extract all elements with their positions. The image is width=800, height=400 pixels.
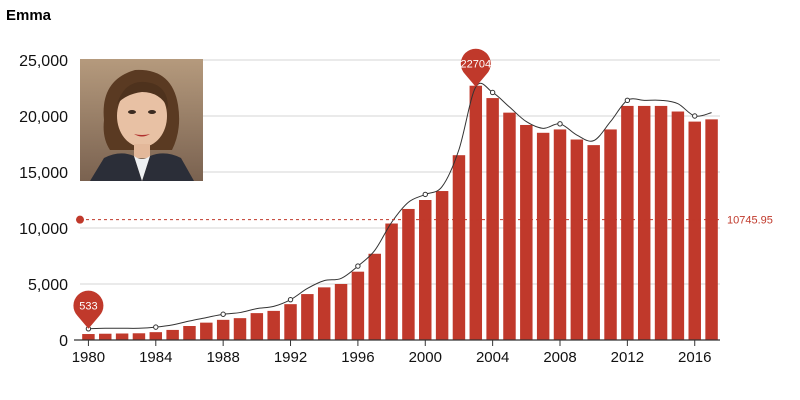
bar [267,310,280,340]
average-start-dot [76,215,84,224]
chart-title: Emma [6,7,52,24]
x-axis-ticks: 1980 1984 1988 1992 1996 2000 2004 2008 2012 2016 [72,340,711,366]
line-point [220,311,226,317]
bar [637,105,651,340]
bar [216,319,230,340]
bar [82,334,95,340]
bar [604,129,617,340]
bar [99,333,112,340]
bar [115,333,129,340]
bar [435,191,449,340]
y-tick-label: 25,000 [19,53,68,70]
min-marker-label: 533 [79,301,97,313]
x-tick-label: 2004 [476,349,509,366]
x-tick-label: 1996 [341,349,374,366]
bar [570,139,584,340]
bar [705,119,718,340]
bar [334,284,348,340]
bar [419,200,432,340]
bar [385,223,398,340]
max-marker-label: 22704 [460,59,491,71]
bar [587,145,600,340]
bar [671,111,685,341]
line-point [489,89,496,96]
bar [183,326,196,340]
bar [132,333,146,340]
bar [688,121,701,340]
line-series [85,82,712,332]
bar [621,105,634,340]
bar [553,129,567,340]
bar [284,304,297,340]
y-tick-label: 20,000 [19,109,68,126]
y-tick-label: 5,000 [28,277,68,294]
line-point [153,324,159,330]
bar-series [82,85,718,341]
x-tick-label: 1984 [139,349,172,366]
line-point [422,191,428,198]
bar [654,105,668,340]
y-tick-label: 15,000 [19,165,68,182]
bar [317,287,331,340]
x-tick-label: 2012 [611,349,644,366]
x-tick-label: 1980 [72,349,105,366]
bar [368,253,381,340]
y-tick-label: 0 [59,333,68,350]
bar [486,98,499,340]
bar [301,294,314,340]
x-tick-label: 1988 [206,349,239,366]
min-marker-pin: 533 [73,290,104,329]
bar [250,313,264,340]
bar [452,155,466,340]
bar [503,112,516,340]
watermark: 头条 @DT财经 [650,371,750,389]
portrait-photo [80,59,203,181]
average-label: 10745.95 [727,215,773,227]
average-line [76,215,720,224]
bar [536,132,550,340]
bar [402,208,415,340]
x-tick-label: 2000 [409,349,442,366]
line-point [624,97,631,104]
x-tick-label: 2008 [543,349,576,366]
bar [520,124,533,341]
bar [233,318,247,340]
x-tick-label: 2016 [678,349,711,366]
line-point [355,263,361,269]
max-marker-pin: 22704 [460,48,491,87]
line-point [692,113,698,119]
line-path [88,82,712,330]
y-axis-ticks: 0 5,000 10,000 15,000 20,000 25,000 [19,53,68,350]
bar [166,329,179,340]
bar [149,332,163,340]
bar [351,271,365,340]
y-tick-label: 10,000 [19,221,68,238]
bar [200,322,213,340]
line-point [287,296,294,303]
bar [469,85,483,340]
line-point [557,121,563,127]
x-tick-label: 1992 [274,349,307,366]
